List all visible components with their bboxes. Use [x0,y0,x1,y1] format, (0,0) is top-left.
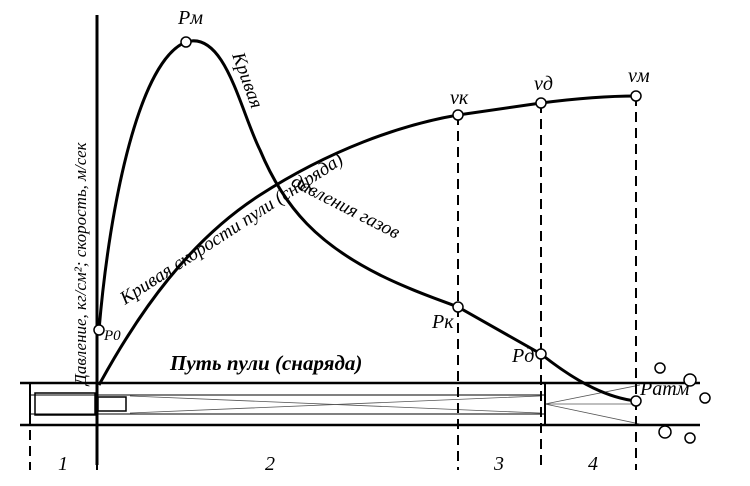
point [535,97,547,109]
section-label: 4 [588,453,598,475]
section-label: 2 [265,453,275,475]
point [535,348,547,360]
point-label: vк [450,87,469,109]
point-label: Pд [511,345,534,367]
point-label: vд [534,73,553,95]
section-label: 1 [58,453,68,475]
barrel [20,362,711,444]
point [452,301,464,313]
velocity-curve [97,94,637,386]
point-label: vм [628,65,650,87]
point [630,90,642,102]
point [180,36,192,48]
axis-label: Давление, кг/см²; скорость, м/сек [71,141,90,387]
section-label: 3 [493,453,504,475]
path-label: Путь пули (снаряда) [169,351,362,375]
point-label: P0 [103,328,121,344]
point-label: Pм [177,7,203,29]
point-label: Pк [431,311,454,333]
point [93,324,105,336]
point-label: Pатм [639,378,690,400]
point [452,109,464,121]
point [630,395,642,407]
